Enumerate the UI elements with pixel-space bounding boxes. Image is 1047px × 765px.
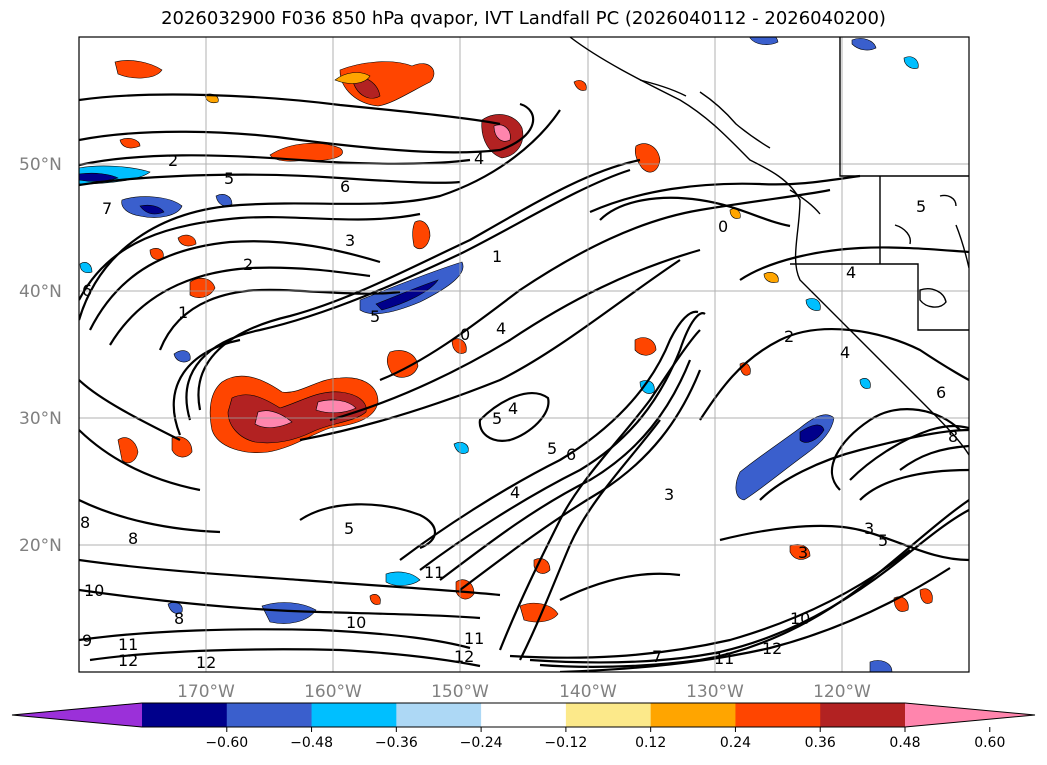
contour-label: 2 <box>784 327 794 346</box>
lon-labels: 170°W 160°W 150°W 140°W 130°W 120°W <box>177 682 871 702</box>
lon-label-170w: 170°W <box>177 682 235 702</box>
map-title: 2026032900 F036 850 hPa qvapor, IVT Land… <box>161 8 886 29</box>
qvapor-cool-patches <box>79 37 919 672</box>
contour-label: 7 <box>102 199 112 218</box>
contour-label: 0 <box>718 217 728 236</box>
contour-label: 8 <box>128 529 138 548</box>
contour-label: 3 <box>664 485 674 504</box>
contour-label: 10 <box>790 609 810 628</box>
colorbar-tick-label: −0.36 <box>375 735 418 751</box>
lat-label-50n: 50°N <box>19 155 62 175</box>
colorbar-segment <box>481 703 567 727</box>
colorbar-tick-label: −0.12 <box>544 735 587 751</box>
contour-label: 6 <box>340 177 350 196</box>
contour-label: 5 <box>370 307 380 326</box>
colorbar-labels: −0.60 −0.48 −0.36 −0.24 −0.12 0.12 0.24 0.36 0.4… <box>205 727 1005 751</box>
qvapor-warm-patches <box>114 60 933 623</box>
contour-label: 11 <box>118 635 138 654</box>
colorbar-tick-label: −0.48 <box>290 735 333 751</box>
lon-label-150w: 150°W <box>431 682 489 702</box>
colorbar-tick-label: −0.60 <box>205 735 248 751</box>
contour-label: 5 <box>916 197 926 216</box>
contour-label: 3 <box>864 519 874 538</box>
contour-labels: 2 5 6 7 3 2 1 5 4 1 0 4 5 4 6 5 4 3 5 8 … <box>80 149 958 672</box>
contour-label: 2 <box>243 255 253 274</box>
contour-label: 0 <box>460 325 470 344</box>
contour-label: 6 <box>936 383 946 402</box>
contour-label: 8 <box>948 427 958 446</box>
contour-label: 11 <box>714 649 734 668</box>
contour-label: 12 <box>118 651 138 670</box>
contour-label: 3 <box>798 543 808 562</box>
colorbar-extend-high <box>905 703 1035 727</box>
colorbar-tick-label: 0.12 <box>635 735 666 751</box>
contour-label: 1 <box>178 303 188 322</box>
contour-label: 12 <box>454 647 474 666</box>
colorbar-extend-low <box>12 703 142 727</box>
contour-label: 6 <box>566 445 576 464</box>
contour-label: 5 <box>224 169 234 188</box>
colorbar <box>11 702 1036 728</box>
contour-label: 4 <box>508 399 518 418</box>
contour-label: 6 <box>82 281 92 300</box>
plot-border <box>78 36 970 673</box>
colorbar-tick-label: 0.48 <box>889 735 920 751</box>
contour-label: 4 <box>840 343 850 362</box>
contour-label: 5 <box>344 519 354 538</box>
colorbar-segment <box>735 703 821 727</box>
lon-label-160w: 160°W <box>304 682 362 702</box>
contour-label: 11 <box>424 563 444 582</box>
lat-label-20n: 20°N <box>19 536 62 556</box>
contour-label: 8 <box>80 513 90 532</box>
colorbar-segment <box>565 703 652 727</box>
coastlines <box>569 37 969 456</box>
contour-label: 4 <box>496 319 506 338</box>
colorbar-segment <box>142 703 228 727</box>
colorbar-segment <box>820 703 906 727</box>
contour-label: 1 <box>492 247 502 266</box>
colorbar-outline <box>11 702 1036 728</box>
contour-label: 5 <box>878 531 888 550</box>
lon-label-140w: 140°W <box>559 682 617 702</box>
contour-label: 8 <box>174 609 184 628</box>
colorbar-tick-label: 0.60 <box>974 735 1005 751</box>
plot-area <box>79 37 969 672</box>
contour-label: 12 <box>762 639 782 658</box>
graticule <box>79 37 969 672</box>
lon-label-120w: 120°W <box>813 682 871 702</box>
contour-label: 10 <box>346 613 366 632</box>
lat-label-30n: 30°N <box>19 409 62 429</box>
contour-label: 4 <box>510 483 520 502</box>
contour-label: 10 <box>84 581 104 600</box>
colorbar-segment <box>396 703 482 727</box>
contour-label: 12 <box>196 653 216 672</box>
colorbar-segment <box>226 703 313 727</box>
colorbar-tick-label: −0.24 <box>460 735 503 751</box>
contour-label: 3 <box>345 231 355 250</box>
colorbar-tick-label: 0.24 <box>720 735 751 751</box>
contour-label: 9 <box>82 631 92 650</box>
contour-label: 4 <box>474 149 484 168</box>
colorbar-segment <box>311 703 397 727</box>
contour-label: 2 <box>168 151 178 170</box>
contour-label: 5 <box>547 439 557 458</box>
contour-label: 11 <box>464 629 484 648</box>
colorbar-segment <box>650 703 736 727</box>
contour-label: 5 <box>492 409 502 428</box>
ivt-contours <box>79 93 969 672</box>
contour-label: 4 <box>846 263 856 282</box>
lat-label-40n: 40°N <box>19 282 62 302</box>
contour-label: 7 <box>652 647 662 666</box>
colorbar-tick-label: 0.36 <box>805 735 836 751</box>
lon-label-130w: 130°W <box>686 682 744 702</box>
lat-labels: 20°N 30°N 40°N 50°N <box>19 155 62 556</box>
